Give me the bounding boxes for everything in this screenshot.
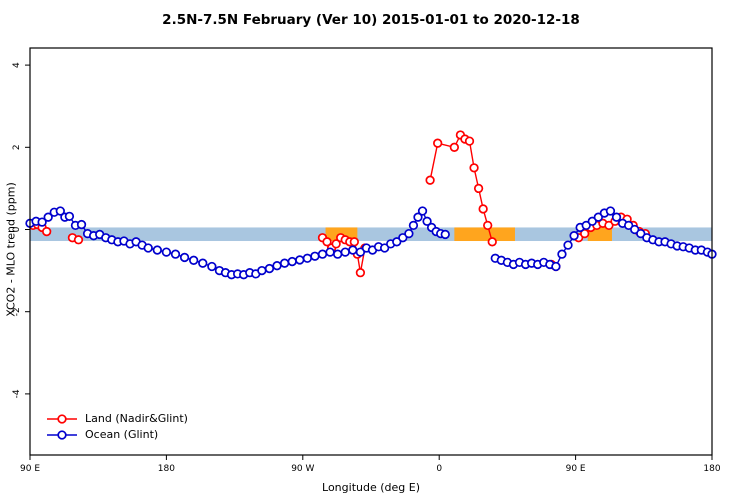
data-point — [207, 261, 217, 272]
chart-title: 2.5N-7.5N February (Ver 10) 2015-01-01 t… — [162, 12, 580, 28]
data-point — [551, 261, 561, 272]
zero-band — [30, 227, 712, 242]
data-point — [404, 228, 414, 239]
legend-label: Ocean (Glint) — [85, 428, 159, 441]
data-point — [433, 138, 443, 148]
data-point — [340, 247, 350, 257]
data-point — [604, 220, 614, 231]
legend: Land (Nadir&Glint) Ocean (Glint) — [46, 411, 188, 442]
data-point — [348, 245, 358, 255]
data-point — [161, 247, 172, 257]
y-tick-label: 0 — [12, 226, 22, 232]
data-point — [322, 237, 332, 247]
data-point — [487, 237, 497, 247]
y-tick-label: 4 — [12, 62, 22, 68]
data-point — [179, 252, 190, 263]
data-point — [331, 239, 341, 249]
data-point — [325, 247, 335, 257]
y-axis-label: XCO2 - MLO trend (ppm) — [4, 182, 18, 317]
series-line — [29, 209, 446, 276]
data-point — [152, 245, 162, 255]
data-point — [483, 220, 493, 231]
y-tick-label: 2 — [12, 144, 22, 150]
data-point — [408, 220, 419, 231]
data-point — [593, 212, 603, 222]
data-point — [563, 240, 573, 250]
data-point — [170, 249, 181, 259]
data-point — [557, 249, 567, 259]
data-point — [580, 228, 590, 239]
data-point — [581, 220, 591, 231]
data-point — [55, 206, 65, 216]
x-tick-label: 0 — [436, 464, 442, 474]
data-point — [317, 249, 328, 259]
x-axis-label: Longitude (deg E) — [322, 481, 420, 494]
data-point — [37, 217, 47, 227]
data-point — [310, 251, 320, 261]
data-point — [623, 220, 634, 231]
legend-symbol — [47, 413, 77, 424]
data-point — [295, 255, 305, 265]
zero-band-highlight — [454, 227, 515, 242]
x-tick-label: 90 W — [291, 464, 314, 474]
data-point — [630, 224, 640, 235]
data-point — [440, 229, 450, 240]
data-point — [449, 142, 460, 152]
data-point — [302, 253, 312, 263]
data-point — [417, 206, 428, 216]
data-point — [355, 247, 366, 257]
data-point — [469, 163, 479, 173]
data-point — [355, 268, 366, 278]
data-point — [76, 219, 87, 230]
data-point — [478, 204, 488, 214]
data-point — [333, 249, 343, 259]
data-point — [425, 175, 435, 185]
data-point — [143, 243, 153, 253]
x-tick-label: 90 E — [20, 464, 40, 474]
x-tick-label: 180 — [703, 464, 720, 474]
legend-item: Ocean (Glint) — [46, 427, 188, 442]
data-point — [279, 258, 290, 268]
data-point — [198, 258, 208, 268]
y-tick-label: -2 — [12, 307, 22, 316]
data-point — [379, 243, 390, 253]
data-point — [272, 261, 282, 271]
data-point — [43, 212, 53, 222]
data-point — [413, 212, 423, 222]
data-point — [398, 233, 408, 243]
data-point — [392, 237, 402, 247]
data-point — [64, 211, 75, 221]
data-point — [636, 228, 646, 239]
data-point — [473, 183, 484, 194]
data-point — [611, 212, 622, 222]
data-point — [464, 136, 475, 146]
data-point — [264, 263, 275, 274]
data-point — [569, 231, 579, 241]
x-tick-label: 90 E — [566, 464, 586, 474]
data-point — [189, 255, 199, 265]
plot-border — [29, 47, 713, 456]
legend-symbol — [47, 429, 77, 440]
data-point — [257, 265, 267, 276]
data-point — [349, 237, 359, 247]
data-point — [73, 235, 84, 245]
legend-label: Land (Nadir&Glint) — [85, 412, 188, 425]
y-tick-label: -4 — [12, 389, 22, 398]
data-point — [422, 216, 432, 226]
data-point — [587, 216, 597, 226]
legend-item: Land (Nadir&Glint) — [46, 411, 188, 426]
x-tick-label: 180 — [158, 464, 175, 474]
data-point — [287, 256, 297, 267]
data-point — [605, 206, 616, 216]
data-point — [42, 226, 52, 237]
